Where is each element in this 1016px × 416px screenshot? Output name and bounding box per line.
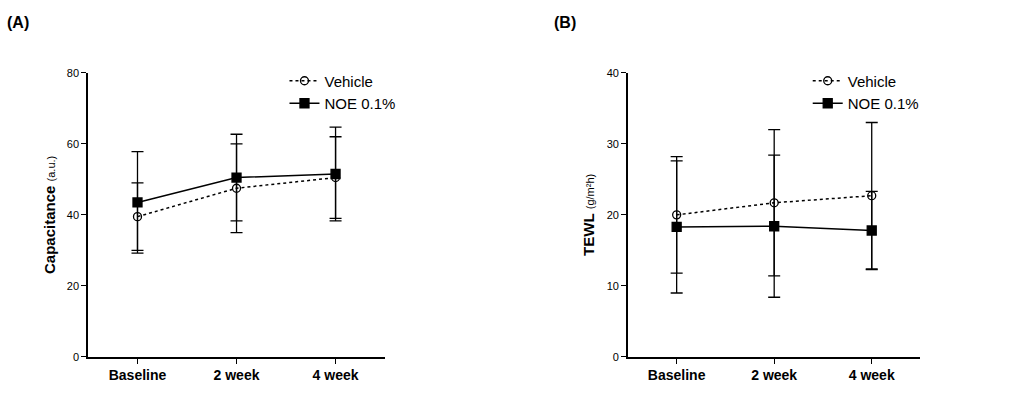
svg-text:30: 30 <box>607 138 619 150</box>
svg-text:Vehicle: Vehicle <box>848 73 896 90</box>
svg-text:Baseline: Baseline <box>109 367 167 383</box>
svg-text:0: 0 <box>613 351 619 363</box>
svg-text:20: 20 <box>67 280 79 292</box>
svg-text:4 week: 4 week <box>849 367 895 383</box>
svg-text:Capacitance (a.u.): Capacitance (a.u.) <box>41 156 58 274</box>
svg-text:NOE 0.1%: NOE 0.1% <box>324 95 395 112</box>
svg-text:60: 60 <box>67 138 79 150</box>
svg-text:TEWL (g/m²h): TEWL (g/m²h) <box>580 174 597 256</box>
svg-text:Vehicle: Vehicle <box>324 73 372 90</box>
svg-text:NOE 0.1%: NOE 0.1% <box>848 95 919 112</box>
svg-text:(A): (A) <box>7 14 29 31</box>
svg-text:80: 80 <box>67 67 79 79</box>
svg-text:2 week: 2 week <box>751 367 797 383</box>
svg-text:40: 40 <box>607 67 619 79</box>
svg-text:2 week: 2 week <box>214 367 260 383</box>
svg-text:10: 10 <box>607 280 619 292</box>
svg-text:4 week: 4 week <box>313 367 359 383</box>
svg-text:(B): (B) <box>554 14 576 31</box>
svg-text:Baseline: Baseline <box>648 367 706 383</box>
svg-text:40: 40 <box>67 209 79 221</box>
svg-text:20: 20 <box>607 209 619 221</box>
svg-text:0: 0 <box>73 351 79 363</box>
